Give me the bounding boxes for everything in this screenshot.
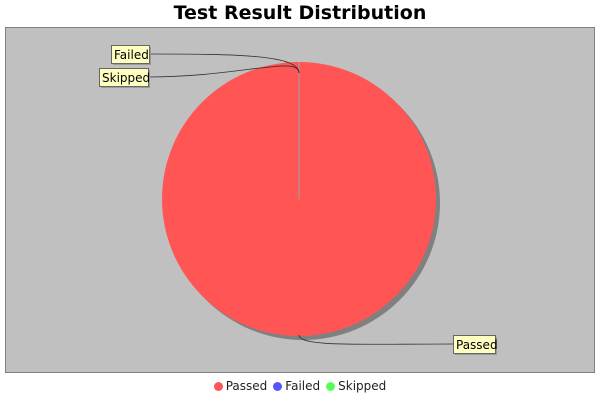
slice-label-skipped: Skipped [102,71,150,85]
slice-label-passed: Passed [456,338,498,352]
chart-title: Test Result Distribution [173,2,427,24]
legend-item-skipped: Skipped [326,379,386,393]
legend-item-failed: Failed [273,379,320,393]
label-box-failed [111,45,150,64]
legend-label-skipped: Skipped [338,379,387,393]
legend-item-passed: Passed [213,379,268,393]
legend: Passed Failed Skipped [0,379,600,393]
legend-label-passed: Passed [225,379,268,393]
legend-swatch-failed [273,381,283,391]
leader-line-skipped [147,65,300,78]
label-box-passed [453,335,496,354]
label-box-skipped [99,68,149,87]
legend-swatch-skipped [326,381,336,391]
leader-line-passed [298,334,454,345]
leader-line-failed [148,53,300,74]
legend-label-failed: Failed [285,379,321,393]
legend-swatch-passed [213,381,223,391]
slice-label-failed: Failed [114,48,149,62]
